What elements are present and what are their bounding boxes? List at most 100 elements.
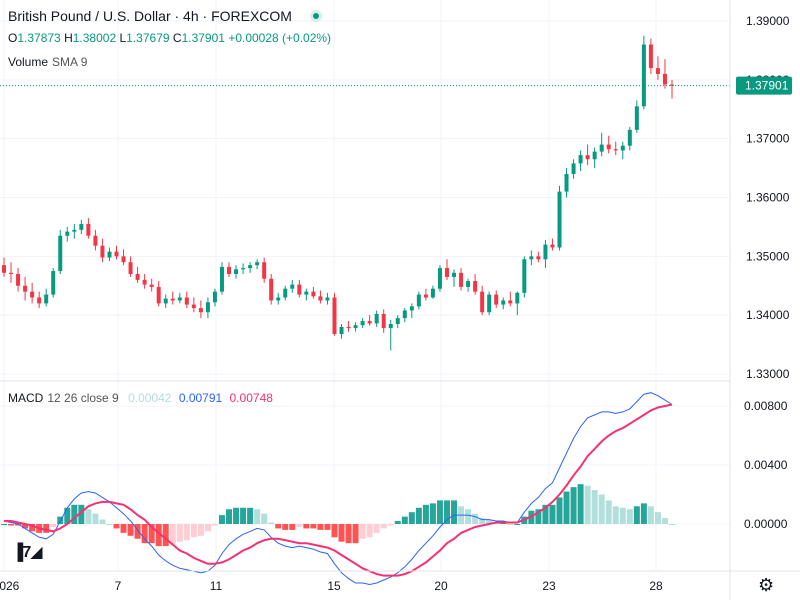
candle-body bbox=[58, 235, 63, 272]
candle-body bbox=[578, 155, 583, 164]
macd-histogram-bar bbox=[584, 485, 591, 524]
macd-histogram-bar bbox=[380, 524, 387, 529]
open-label: O bbox=[8, 31, 18, 45]
market-status-icon[interactable] bbox=[309, 10, 322, 22]
open-value: 1.37873 bbox=[17, 31, 61, 45]
candle-body bbox=[564, 173, 569, 192]
macd-histogram-bar bbox=[296, 524, 303, 527]
macd-histogram-bar bbox=[387, 524, 394, 526]
symbol-title[interactable]: British Pound / U.S. Dollar · 4h · FOREX… bbox=[8, 8, 292, 24]
candle-body bbox=[156, 286, 161, 304]
last-price-badge bbox=[736, 76, 792, 95]
candle-body bbox=[473, 281, 478, 292]
candle-body bbox=[16, 273, 21, 286]
candle-body bbox=[149, 284, 154, 287]
symbol-legend[interactable]: British Pound / U.S. Dollar · 4h · FOREX… bbox=[8, 8, 322, 24]
candle-body bbox=[634, 106, 639, 130]
macd-histogram-bar bbox=[338, 524, 345, 542]
candle-body bbox=[65, 231, 70, 236]
macd-histogram-bar bbox=[591, 490, 598, 524]
candle-body bbox=[318, 296, 323, 301]
price-tick-label: 1.36000 bbox=[746, 191, 790, 205]
candle-body bbox=[311, 291, 316, 297]
high-label: H bbox=[64, 31, 73, 45]
macd-histogram-bar bbox=[113, 524, 120, 529]
macd-histogram-bar bbox=[429, 503, 436, 524]
candle-body bbox=[515, 292, 520, 304]
candle-body bbox=[529, 256, 534, 260]
candle-body bbox=[93, 235, 98, 246]
macd-histogram-bar bbox=[563, 491, 570, 524]
candle-body bbox=[606, 144, 611, 150]
price-tick-label: 1.34000 bbox=[746, 308, 790, 322]
candle-body bbox=[381, 313, 386, 329]
candle-body bbox=[459, 272, 464, 287]
macd-histogram-bar bbox=[345, 524, 352, 544]
macd-legend[interactable]: MACD 12 26 close 9 0.00042 0.00791 0.0074… bbox=[8, 391, 273, 405]
macd-histogram-bar bbox=[352, 524, 359, 544]
volume-legend[interactable]: Volume SMA 9 bbox=[8, 55, 87, 69]
candle-body bbox=[177, 297, 182, 301]
close-label: C bbox=[172, 31, 182, 45]
candle-body bbox=[346, 326, 351, 329]
macd-histogram-bar bbox=[99, 519, 106, 524]
candle-body bbox=[128, 262, 133, 274]
macd-histogram-bar bbox=[303, 524, 310, 529]
candle-body bbox=[241, 268, 246, 270]
volume-label[interactable]: Volume bbox=[8, 55, 49, 69]
time-axis[interactable]: 2026 7 11 15 20 23 28 bbox=[0, 579, 663, 593]
candle-body bbox=[86, 223, 91, 236]
candle-body bbox=[670, 84, 674, 86]
candle-body bbox=[37, 297, 42, 304]
candle-body bbox=[184, 297, 189, 305]
macd-histogram-bar bbox=[106, 524, 113, 525]
candle-body bbox=[325, 297, 330, 301]
price-axis[interactable]: 1.390001.380001.370001.360001.350001.340… bbox=[736, 14, 792, 531]
candle-body bbox=[304, 291, 309, 295]
macd-tick-label: 0.00800 bbox=[744, 399, 788, 413]
macd-histogram-bar bbox=[43, 524, 50, 533]
change-value: +0.00028 (+0.02%) bbox=[228, 31, 332, 45]
macd-histogram-bar bbox=[647, 506, 654, 524]
macd-histogram-bar bbox=[605, 500, 612, 524]
candle-body bbox=[641, 44, 646, 107]
candle-body bbox=[170, 298, 175, 301]
candle-body bbox=[227, 266, 232, 274]
macd-histogram-bar bbox=[148, 524, 155, 544]
candle-body bbox=[395, 318, 400, 324]
candle-body bbox=[100, 245, 105, 258]
macd-histogram-bar bbox=[1, 524, 7, 525]
macd-histogram-bar bbox=[535, 509, 542, 524]
candle-body bbox=[114, 251, 119, 257]
macd-histogram-bar bbox=[598, 494, 605, 524]
candle-body bbox=[613, 149, 618, 151]
candle-body bbox=[374, 313, 379, 324]
macd-histogram-bar bbox=[64, 507, 71, 524]
candle-body bbox=[648, 44, 653, 69]
candle-body bbox=[444, 268, 449, 277]
candle-body bbox=[557, 191, 562, 248]
macd-histogram-bar bbox=[120, 524, 127, 533]
candle-body bbox=[592, 151, 597, 160]
candle-body bbox=[360, 321, 365, 326]
macd-histogram-bar bbox=[633, 506, 640, 524]
volume-sma-label: SMA 9 bbox=[52, 55, 88, 69]
macd-histogram-bar bbox=[612, 506, 619, 524]
macd-signal-line bbox=[4, 403, 673, 577]
macd-hist-value: 0.00042 bbox=[128, 391, 172, 405]
macd-histogram-bar bbox=[204, 524, 211, 532]
candle-body bbox=[79, 223, 84, 230]
macd-histogram-bar bbox=[542, 504, 549, 524]
tradingview-logo-icon[interactable]: ▐7◢ bbox=[12, 544, 43, 561]
time-tick-label: 20 bbox=[434, 579, 448, 593]
candle-body bbox=[339, 326, 344, 334]
macd-histogram-bar bbox=[190, 524, 197, 538]
macd-label[interactable]: MACD bbox=[8, 391, 44, 405]
gear-icon[interactable]: ⚙ bbox=[758, 575, 775, 595]
candle-body bbox=[543, 244, 548, 260]
macd-histogram-bar bbox=[268, 522, 275, 524]
macd-histogram-bar bbox=[451, 500, 458, 524]
macd-histogram-bar bbox=[85, 509, 92, 524]
candle-body bbox=[585, 155, 590, 160]
